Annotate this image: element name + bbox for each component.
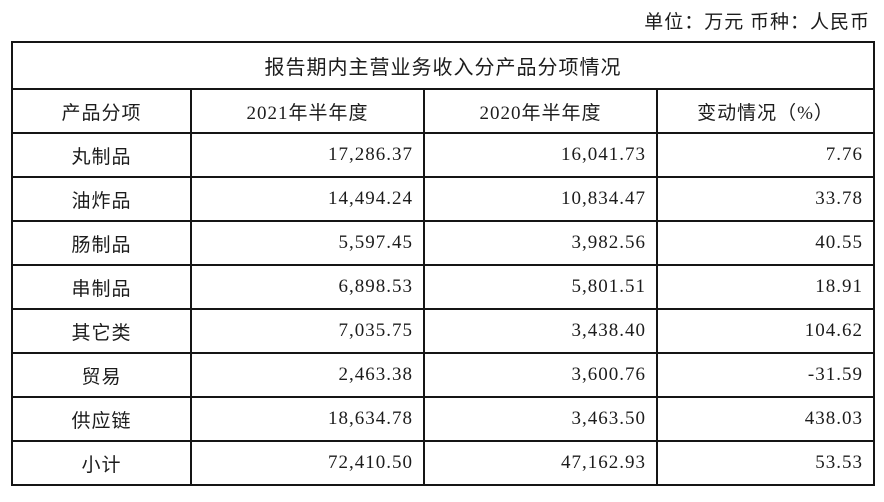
table-row: 丸制品 17,286.37 16,041.73 7.76: [11, 132, 875, 178]
change-pct-cell: 104.62: [656, 308, 875, 354]
value-2020-cell: 5,801.51: [423, 264, 658, 310]
value-2021-cell: 18,634.78: [190, 396, 425, 442]
value-2021-cell: 5,597.45: [190, 220, 425, 266]
table-title: 报告期内主营业务收入分产品分项情况: [11, 41, 875, 90]
change-pct-cell: 18.91: [656, 264, 875, 310]
table-row: 贸易 2,463.38 3,600.76 -31.59: [11, 352, 875, 398]
table-row: 其它类 7,035.75 3,438.40 104.62: [11, 308, 875, 354]
change-pct-cell: -31.59: [656, 352, 875, 398]
value-2021-cell: 14,494.24: [190, 176, 425, 222]
value-2020-cell: 3,982.56: [423, 220, 658, 266]
column-header-2021-half-year: 2021年半年度: [190, 88, 425, 134]
value-2021-cell: 6,898.53: [190, 264, 425, 310]
value-2020-cell: 47,162.93: [423, 440, 658, 486]
revenue-by-product-table: 报告期内主营业务收入分产品分项情况 产品分项 2021年半年度 2020年半年度…: [11, 41, 875, 486]
value-2020-cell: 3,463.50: [423, 396, 658, 442]
value-2021-cell: 2,463.38: [190, 352, 425, 398]
change-pct-cell: 33.78: [656, 176, 875, 222]
product-cell: 供应链: [11, 396, 192, 442]
value-2021-cell: 72,410.50: [190, 440, 425, 486]
table-title-row: 报告期内主营业务收入分产品分项情况: [11, 41, 875, 90]
column-header-change-pct: 变动情况（%）: [656, 88, 875, 134]
value-2021-cell: 7,035.75: [190, 308, 425, 354]
value-2020-cell: 3,438.40: [423, 308, 658, 354]
table-row: 肠制品 5,597.45 3,982.56 40.55: [11, 220, 875, 266]
product-cell: 小计: [11, 440, 192, 486]
table-row: 供应链 18,634.78 3,463.50 438.03: [11, 396, 875, 442]
value-2020-cell: 10,834.47: [423, 176, 658, 222]
column-header-product: 产品分项: [11, 88, 192, 134]
product-cell: 油炸品: [11, 176, 192, 222]
change-pct-cell: 438.03: [656, 396, 875, 442]
product-cell: 丸制品: [11, 132, 192, 178]
table-row: 小计 72,410.50 47,162.93 53.53: [11, 440, 875, 486]
table-header-row: 产品分项 2021年半年度 2020年半年度 变动情况（%）: [11, 88, 875, 134]
change-pct-cell: 7.76: [656, 132, 875, 178]
product-cell: 肠制品: [11, 220, 192, 266]
table-body: 丸制品 17,286.37 16,041.73 7.76 油炸品 14,494.…: [11, 132, 875, 486]
change-pct-cell: 53.53: [656, 440, 875, 486]
value-2021-cell: 17,286.37: [190, 132, 425, 178]
value-2020-cell: 3,600.76: [423, 352, 658, 398]
change-pct-cell: 40.55: [656, 220, 875, 266]
unit-currency-label: 单位：万元 币种：人民币: [644, 12, 870, 33]
value-2020-cell: 16,041.73: [423, 132, 658, 178]
product-cell: 串制品: [11, 264, 192, 310]
product-cell: 贸易: [11, 352, 192, 398]
column-header-2020-half-year: 2020年半年度: [423, 88, 658, 134]
table-row: 油炸品 14,494.24 10,834.47 33.78: [11, 176, 875, 222]
table-row: 串制品 6,898.53 5,801.51 18.91: [11, 264, 875, 310]
product-cell: 其它类: [11, 308, 192, 354]
